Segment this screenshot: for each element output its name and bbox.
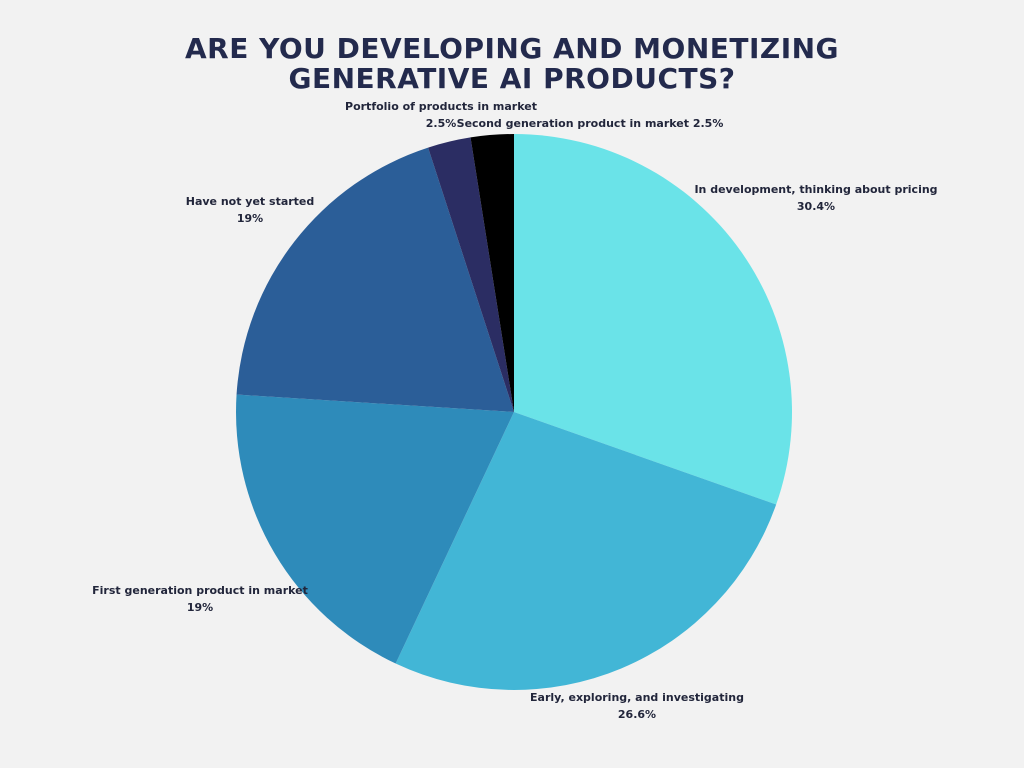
slice-label-group-in-development-thinking-about-pricing: In development, thinking about pricing 30… bbox=[694, 183, 937, 213]
slice-label: Have not yet started bbox=[186, 195, 315, 208]
chart-title: ARE YOU DEVELOPING AND MONETIZING GENERA… bbox=[184, 32, 840, 95]
pie-slice-in-development-thinking-about-pricing bbox=[514, 134, 792, 505]
slice-label: In development, thinking about pricing bbox=[694, 183, 937, 196]
slice-label-group-have-not-yet-started: Have not yet started 19% bbox=[186, 195, 315, 225]
slice-label-group-early-exploring-and-investigating: Early, exploring, and investigating 26.6% bbox=[530, 691, 744, 721]
slice-value-label: 19% bbox=[237, 212, 263, 225]
pie-slice-have-not-yet-started bbox=[236, 147, 515, 413]
pie-slice-first-generation-product-in-market bbox=[236, 394, 514, 664]
slice-value-label: 19% bbox=[187, 601, 213, 614]
pie-slice-second-generation-product-in-market bbox=[470, 134, 514, 412]
slice-value-label: 2.5% bbox=[426, 117, 457, 130]
slice-label: Early, exploring, and investigating bbox=[530, 691, 744, 704]
slice-label: Portfolio of products in market bbox=[345, 100, 537, 113]
slice-label: First generation product in market bbox=[92, 584, 308, 597]
slice-value-label: 26.6% bbox=[618, 708, 656, 721]
pie-slice-portfolio-of-products-in-market bbox=[428, 137, 514, 413]
slice-label-group-first-generation-product-in-market: First generation product in market 19% bbox=[92, 584, 308, 614]
slice-label: Second generation product in market 2.5% bbox=[457, 117, 724, 130]
slice-label-group-second-generation-product-in-market: Second generation product in market 2.5% bbox=[457, 117, 724, 130]
slice-label-group-portfolio-of-products-in-market: Portfolio of products in market 2.5% bbox=[345, 100, 537, 130]
slice-value-label: 30.4% bbox=[797, 200, 835, 213]
pie-slice-early-exploring-and-investigating bbox=[395, 412, 777, 690]
